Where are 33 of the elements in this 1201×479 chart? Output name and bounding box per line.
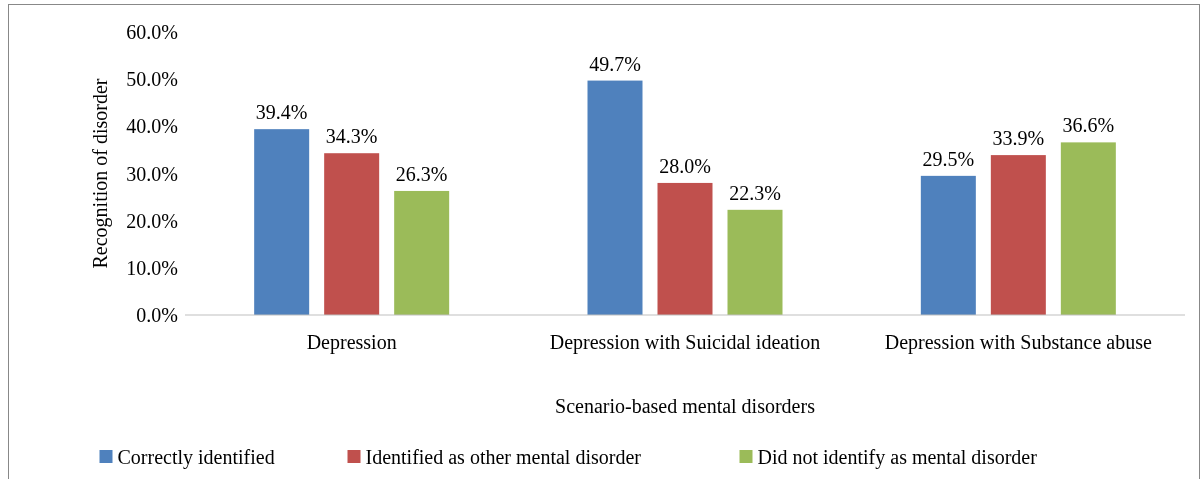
data-label: 34.3% — [325, 125, 378, 148]
bar — [324, 153, 380, 315]
bar — [727, 209, 783, 315]
bar — [1060, 142, 1116, 315]
data-label: 49.7% — [589, 52, 641, 75]
y-tick-label: 50.0% — [126, 68, 178, 91]
bar — [920, 175, 976, 315]
bar — [990, 155, 1046, 315]
y-tick-label: 30.0% — [126, 162, 178, 185]
bar — [657, 182, 713, 315]
y-axis-title: Recognition of disorder — [89, 78, 112, 269]
y-tick-label: 20.0% — [126, 209, 178, 232]
x-axis-title: Scenario-based mental disorders — [555, 395, 816, 417]
y-tick-label: 40.0% — [126, 115, 178, 138]
y-tick-label: 10.0% — [126, 256, 178, 279]
legend-label: Correctly identified — [117, 446, 275, 469]
data-label: 28.0% — [659, 154, 711, 177]
bar — [254, 129, 310, 315]
data-label: 33.9% — [992, 127, 1045, 150]
data-label: 22.3% — [729, 181, 781, 204]
x-tick-label: Depression with Suicidal ideation — [549, 331, 821, 354]
x-tick-label: Depression — [306, 331, 397, 354]
x-tick-label: Depression with Substance abuse — [884, 331, 1153, 354]
data-label: 26.3% — [395, 162, 448, 185]
bar — [587, 80, 643, 315]
legend-label: Did not identify as mental disorder — [757, 446, 1038, 469]
bar — [394, 190, 450, 315]
y-tick-label: 60.0% — [126, 21, 178, 43]
data-label: 36.6% — [1062, 114, 1115, 137]
legend-label: Identified as other mental disorder — [365, 446, 642, 468]
y-tick-label: 0.0% — [136, 304, 178, 326]
data-label: 39.4% — [255, 101, 308, 124]
data-label: 29.5% — [922, 147, 975, 170]
